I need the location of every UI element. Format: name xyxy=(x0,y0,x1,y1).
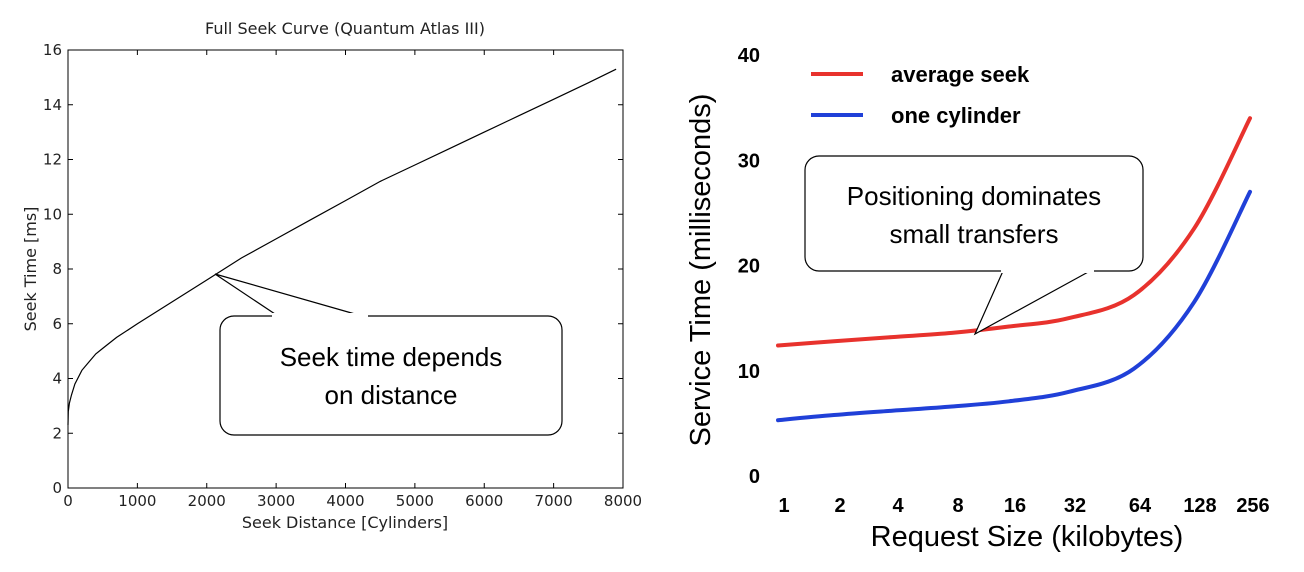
left-x-tick-label: 0 xyxy=(63,492,73,510)
right-x-axis: 1 2 4 8 16 32 64 128 256 xyxy=(778,495,1269,517)
left-y-tick-label: 16 xyxy=(43,41,62,59)
right-callout-gap xyxy=(1001,268,1094,273)
right-series-group xyxy=(776,116,1252,423)
right-x-tick-label: 256 xyxy=(1236,495,1269,517)
left-callout-line2: on distance xyxy=(325,380,458,410)
left-chart: Full Seek Curve (Quantum Atlas III) 0 100… xyxy=(21,19,642,532)
right-callout-line1: Positioning dominates xyxy=(847,181,1101,211)
right-callout-box xyxy=(804,155,1144,272)
left-x-tick-label: 7000 xyxy=(535,492,573,510)
legend-label-one-cylinder: one cylinder xyxy=(891,103,1021,128)
right-y-tick-label: 40 xyxy=(738,45,760,67)
right-x-tick-label: 32 xyxy=(1064,495,1086,517)
left-y-axis: 0 2 4 6 8 10 12 14 16 xyxy=(43,41,623,497)
right-y-axis-label: Service Time (milliseconds) xyxy=(685,94,717,447)
right-x-tick-label: 128 xyxy=(1183,495,1216,517)
left-x-tick-label: 3000 xyxy=(257,492,295,510)
left-x-tick-label: 4000 xyxy=(326,492,364,510)
right-legend: average seek one cylinder xyxy=(811,62,1030,128)
left-y-tick-label: 12 xyxy=(43,151,62,169)
left-y-tick-label: 6 xyxy=(52,315,62,333)
right-y-tick-label: 10 xyxy=(738,361,760,383)
right-y-tick-label: 30 xyxy=(738,150,760,172)
right-chart: 0 10 20 30 40 1 2 4 8 16 32 64 128 256 Request Size … xyxy=(685,45,1270,553)
right-x-tick-label: 2 xyxy=(834,495,845,517)
legend-label-average-seek: average seek xyxy=(891,62,1030,87)
left-callout-pointer xyxy=(214,273,363,317)
left-x-axis-label: Seek Distance [Cylinders] xyxy=(242,513,448,532)
left-x-tick-label: 5000 xyxy=(396,492,434,510)
left-x-tick-label: 6000 xyxy=(465,492,503,510)
right-y-axis: 0 10 20 30 40 xyxy=(738,45,760,488)
right-x-tick-label: 16 xyxy=(1004,495,1026,517)
left-x-tick-label: 1000 xyxy=(118,492,156,510)
right-callout-pointer xyxy=(973,270,1091,336)
left-callout-line1: Seek time depends xyxy=(280,342,503,372)
right-y-tick-label: 0 xyxy=(749,466,760,488)
left-y-tick-label: 8 xyxy=(52,260,62,278)
left-y-tick-label: 10 xyxy=(43,205,62,223)
left-series-line xyxy=(67,68,617,426)
left-y-axis-label: Seek Time [ms] xyxy=(21,207,40,332)
left-chart-title: Full Seek Curve (Quantum Atlas III) xyxy=(205,19,485,38)
left-y-tick-label: 4 xyxy=(52,370,62,388)
right-series-line-average-seek xyxy=(776,116,1252,348)
right-callout-line2: small transfers xyxy=(889,219,1058,249)
right-x-tick-label: 64 xyxy=(1129,495,1152,517)
left-y-tick-label: 2 xyxy=(52,424,62,442)
left-x-tick-label: 2000 xyxy=(188,492,226,510)
right-y-tick-label: 20 xyxy=(738,256,760,278)
right-x-tick-label: 8 xyxy=(952,495,963,517)
left-x-tick-label: 8000 xyxy=(604,492,642,510)
left-callout-box xyxy=(219,315,563,436)
right-series-line-one-cylinder xyxy=(776,189,1252,423)
right-x-axis-label: Request Size (kilobytes) xyxy=(871,521,1184,553)
left-y-tick-label: 0 xyxy=(52,479,62,497)
left-y-tick-label: 14 xyxy=(43,96,62,114)
right-x-tick-label: 1 xyxy=(778,495,789,517)
left-callout-gap xyxy=(272,313,368,319)
left-x-axis: 0 1000 2000 3000 4000 5000 6000 7000 8000 xyxy=(63,50,642,510)
right-x-tick-label: 4 xyxy=(892,495,904,517)
